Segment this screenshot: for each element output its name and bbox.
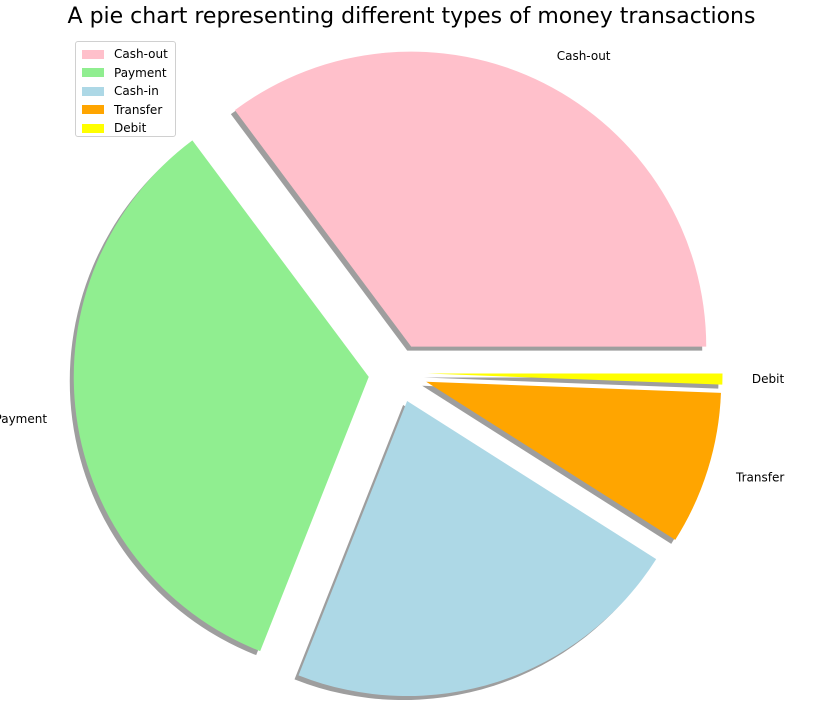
slice-label-payment: Payment — [0, 412, 47, 426]
slice-label-debit: Debit — [752, 372, 785, 386]
pie-slice-debit — [427, 373, 723, 385]
legend-label: Cash-out — [114, 47, 168, 62]
legend-swatch — [82, 105, 104, 115]
legend-swatch — [82, 49, 104, 59]
slice-label-transfer: Transfer — [735, 471, 784, 485]
legend-item-payment: Payment — [82, 64, 175, 83]
legend-swatch — [82, 68, 104, 78]
pie-slice-payment — [73, 140, 369, 652]
pie-slice-cash-out — [234, 51, 707, 347]
legend-label: Transfer — [114, 102, 163, 117]
pie-slice-cash-in — [298, 401, 657, 697]
slice-label-cash-out: Cash-out — [557, 49, 611, 63]
legend-item-cash-in: Cash-in — [82, 82, 175, 101]
legend-item-debit: Debit — [82, 119, 175, 138]
pie-slice-transfer — [426, 381, 721, 540]
legend-label: Cash-in — [114, 84, 159, 99]
legend: Cash-out Payment Cash-in Transfer Debit — [75, 41, 176, 137]
legend-label: Payment — [114, 65, 167, 80]
legend-swatch — [82, 86, 104, 96]
legend-label: Debit — [114, 121, 147, 136]
chart-title: A pie chart representing different types… — [67, 4, 756, 29]
legend-item-transfer: Transfer — [82, 101, 175, 120]
legend-swatch — [82, 123, 104, 133]
legend-item-cash-out: Cash-out — [82, 45, 175, 64]
